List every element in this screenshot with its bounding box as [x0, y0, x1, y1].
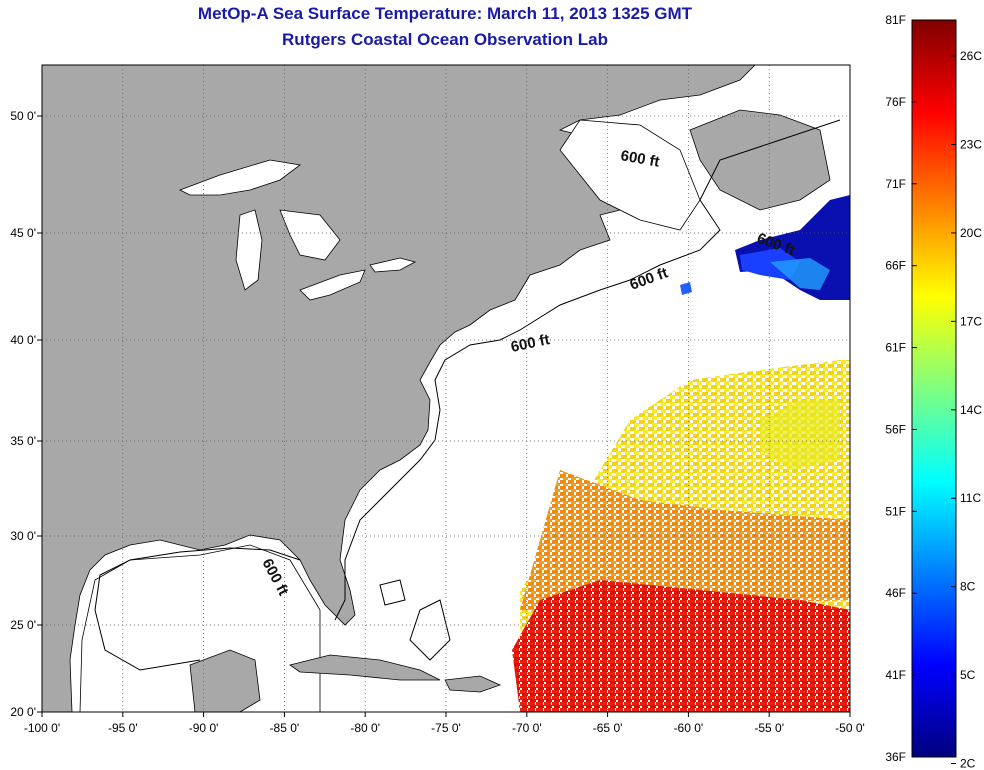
map-title: MetOp-A Sea Surface Temperature: March 1…	[197, 4, 693, 23]
lat-tick-label: 50 0'	[10, 109, 36, 123]
colorbar-label-c: 2C	[960, 757, 976, 770]
lon-tick-label: -55 0'	[754, 721, 784, 735]
colorbar-label-f: 61F	[885, 341, 906, 355]
lat-tick-label: 35 0'	[10, 434, 36, 448]
colorbar-fahrenheit-labels: 81F 76F 71F 66F 61F 56F 51F 46F 41F 36F	[885, 13, 906, 764]
colorbar-label-f: 46F	[885, 586, 906, 600]
colorbar	[911, 19, 957, 758]
map-subtitle: Rutgers Coastal Ocean Observation Lab	[282, 30, 608, 49]
lat-tick-label: 20 0'	[10, 705, 36, 719]
lake-erie	[299, 269, 366, 301]
graticule	[42, 65, 850, 712]
colorbar-label-c: 11C	[960, 491, 981, 505]
cuba-land	[289, 654, 441, 681]
colorbar-label-c: 5C	[960, 668, 976, 682]
axis-ticks	[37, 115, 851, 717]
lon-tick-label: -100 0'	[24, 721, 60, 735]
colorbar-label-c: 14C	[960, 403, 982, 417]
lon-tick-label: -50 0'	[835, 721, 865, 735]
colorbar-label-f: 36F	[885, 750, 906, 764]
gulf-st-lawrence	[559, 119, 701, 231]
lon-tick-label: -85 0'	[270, 721, 300, 735]
colorbar-label-f: 81F	[885, 13, 906, 27]
colorbar-label-f: 66F	[885, 259, 906, 273]
colorbar-label-f: 51F	[885, 504, 906, 518]
colorbar-celsius-labels: 26C 23C 20C 17C 14C 11C 8C 5C 2C	[960, 49, 982, 770]
map-content: 600 ft 600 ft 600 ft 600 ft 600 ft	[42, 65, 850, 712]
lat-tick-label: 40 0'	[10, 333, 36, 347]
sst-swath	[512, 195, 850, 712]
colorbar-label-f: 41F	[885, 668, 906, 682]
lake-ontario	[369, 257, 417, 273]
lat-tick-label: 25 0'	[10, 618, 36, 632]
colorbar-label-f: 76F	[885, 95, 906, 109]
lon-tick-label: -60 0'	[674, 721, 704, 735]
yucatan-land	[189, 649, 261, 712]
lake-superior	[179, 159, 301, 196]
lon-tick-label: -75 0'	[431, 721, 461, 735]
colorbar-label-c: 26C	[960, 49, 982, 63]
lon-tick-label: -65 0'	[593, 721, 623, 735]
latitude-labels: 50 0' 45 0' 40 0' 35 0' 30 0' 25 0' 20 0'	[10, 109, 36, 719]
colorbar-ticks	[912, 19, 956, 765]
colorbar-label-f: 56F	[885, 422, 906, 436]
lat-tick-label: 30 0'	[10, 529, 36, 543]
lon-tick-label: -80 0'	[350, 721, 380, 735]
lon-tick-label: -95 0'	[108, 721, 138, 735]
lon-tick-label: -90 0'	[189, 721, 219, 735]
longitude-labels: -100 0' -95 0' -90 0' -85 0' -80 0' -75 0' -70…	[24, 721, 865, 735]
colorbar-label-c: 23C	[960, 137, 982, 151]
colorbar-label-f: 71F	[885, 177, 906, 191]
hispaniola-land	[444, 675, 502, 693]
lake-michigan	[235, 209, 263, 291]
lake-huron	[279, 209, 341, 261]
bathymetry-contours	[94, 119, 841, 671]
colorbar-label-c: 20C	[960, 226, 982, 240]
colorbar-label-c: 17C	[960, 314, 982, 328]
lon-tick-label: -70 0'	[512, 721, 542, 735]
contour-label-st-lawrence: 600 ft	[619, 147, 661, 171]
lat-tick-label: 45 0'	[10, 226, 36, 240]
colorbar-label-c: 8C	[960, 580, 976, 594]
